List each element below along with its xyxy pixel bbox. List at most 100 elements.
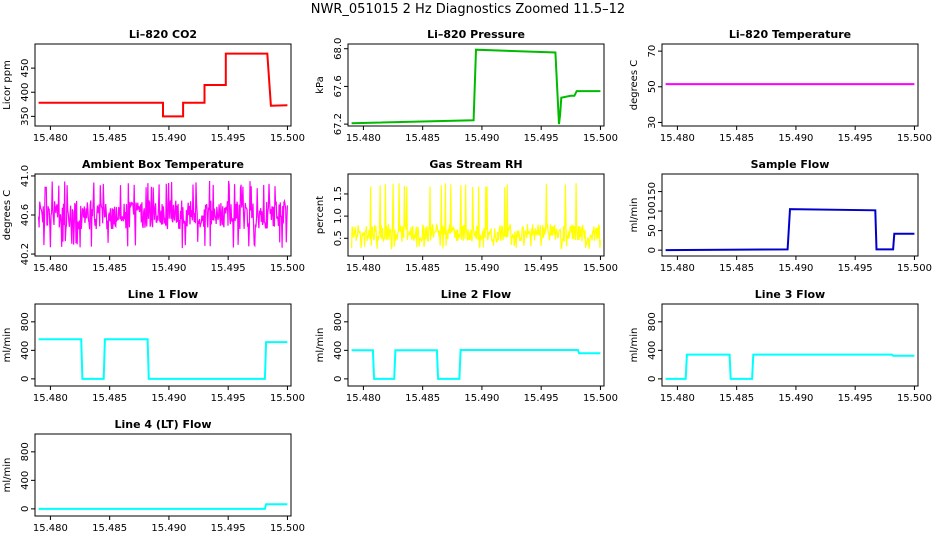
co2-xtick-label: 15.490 [151,133,186,144]
sample_flow-xtick-label: 15.490 [778,263,813,274]
line2-plot-frame [347,303,605,387]
line2-xtick-label: 15.490 [464,393,499,404]
line2-ytick-label: 400 [333,341,344,360]
line3-ytick-label: 800 [647,312,658,331]
sample_flow-ylabel: ml/min [629,198,640,233]
rh-xtick-label: 15.500 [583,263,618,274]
sample_flow-xtick-label: 15.495 [838,263,873,274]
line3-xtick-label: 15.480 [660,393,695,404]
ambient-ytick-label: 41.0 [20,165,31,187]
line1-ytick-label: 400 [20,341,31,360]
ambient-xtick-label: 15.490 [151,263,186,274]
line1-ylabel: ml/min [2,328,13,363]
pressure-xtick-label: 15.485 [405,133,440,144]
co2-plot-frame [34,43,292,127]
pressure-xtick-label: 15.490 [464,133,499,144]
pressure-xtick-label: 15.480 [346,133,381,144]
line4-xtick-label: 15.495 [211,523,246,534]
line2-xtick-label: 15.485 [405,393,440,404]
line4-series-line [38,503,288,510]
sample_flow-xtick-label: 15.480 [660,263,695,274]
line3-xtick-label: 15.500 [897,393,932,404]
sample_flow-xtick-label: 15.485 [719,263,754,274]
line2-xtick-label: 15.500 [583,393,618,404]
co2-ylabel: Licor ppm [2,60,13,110]
pressure-xtick-label: 15.500 [583,133,618,144]
line1-series-line [38,338,288,380]
line1-ytick-label: 0 [20,376,31,382]
line4-xtick-label: 15.480 [33,523,68,534]
line2-ytick-label: 800 [333,312,344,331]
rh-xtick-label: 15.480 [346,263,381,274]
rh-xtick-label: 15.490 [464,263,499,274]
ambient-xtick-label: 15.500 [270,263,305,274]
line2-xtick-label: 15.495 [524,393,559,404]
line4-xtick-label: 15.500 [270,523,305,534]
co2-xtick-label: 15.480 [33,133,68,144]
co2-ytick-label: 400 [20,83,31,102]
sample_flow-ytick-label: 0 [647,247,658,253]
line1-title: Line 1 Flow [128,288,198,301]
co2-series-line [38,52,288,118]
pressure-plot-frame [347,43,605,127]
co2-xtick-label: 15.500 [270,133,305,144]
pressure-ytick-label: 67.6 [333,75,344,97]
ambient-series-line [38,180,288,249]
line1-xtick-label: 15.485 [92,393,127,404]
rh-series-line [351,183,601,250]
rh-xtick-label: 15.485 [405,263,440,274]
co2-xtick-label: 15.495 [211,133,246,144]
pressure-ylabel: kPa [315,76,326,94]
temperature-xtick-label: 15.495 [838,133,873,144]
temperature-ytick-label: 30 [647,116,658,129]
line3-ytick-label: 0 [647,376,658,382]
ambient-xtick-label: 15.495 [211,263,246,274]
pressure-title: Li–820 Pressure [427,28,525,41]
line4-ytick-label: 400 [20,471,31,490]
ambient-ytick-label: 40.6 [20,204,31,226]
ambient-ytick-label: 40.2 [20,243,31,265]
pressure-ytick-label: 68.0 [333,38,344,60]
co2-xtick-label: 15.485 [92,133,127,144]
page-title: NWR_051015 2 Hz Diagnostics Zoomed 11.5–… [310,2,626,17]
line3-xtick-label: 15.485 [719,393,754,404]
rh-ytick-label: 1.0 [333,208,344,224]
line2-series-line [351,349,601,380]
rh-ylabel: percent [315,196,326,234]
sample_flow-plot-frame [661,173,919,257]
ambient-ylabel: degrees C [2,190,13,240]
temperature-ytick-label: 70 [647,45,658,58]
line3-ytick-label: 400 [647,341,658,360]
rh-title: Gas Stream RH [429,158,522,171]
line3-plot-frame [661,303,919,387]
temperature-xtick-label: 15.500 [897,133,932,144]
sample_flow-ytick-label: 50 [647,224,658,237]
ambient-xtick-label: 15.485 [92,263,127,274]
temperature-xtick-label: 15.485 [719,133,754,144]
sample_flow-ytick-label: 150 [647,182,658,201]
rh-plot-frame [347,173,605,257]
line2-ylabel: ml/min [315,328,326,363]
ambient-title: Ambient Box Temperature [82,158,244,171]
co2-title: Li–820 CO2 [129,28,197,41]
line3-xtick-label: 15.495 [838,393,873,404]
sample_flow-series-line [665,208,915,252]
sample_flow-xtick-label: 15.500 [897,263,932,274]
line1-xtick-label: 15.480 [33,393,68,404]
line1-xtick-label: 15.490 [151,393,186,404]
line4-plot-frame [34,433,292,517]
line2-ytick-label: 0 [333,376,344,382]
temperature-xtick-label: 15.480 [660,133,695,144]
line1-xtick-label: 15.500 [270,393,305,404]
line4-ytick-label: 0 [20,506,31,512]
line4-title: Line 4 (LT) Flow [115,418,212,431]
line3-ylabel: ml/min [629,328,640,363]
rh-ytick-label: 1.5 [333,186,344,202]
temperature-ylabel: degrees C [629,60,640,110]
temperature-title: Li–820 Temperature [729,28,851,41]
line1-ytick-label: 800 [20,312,31,331]
line2-title: Line 2 Flow [441,288,511,301]
co2-ytick-label: 350 [20,107,31,126]
line4-xtick-label: 15.490 [151,523,186,534]
